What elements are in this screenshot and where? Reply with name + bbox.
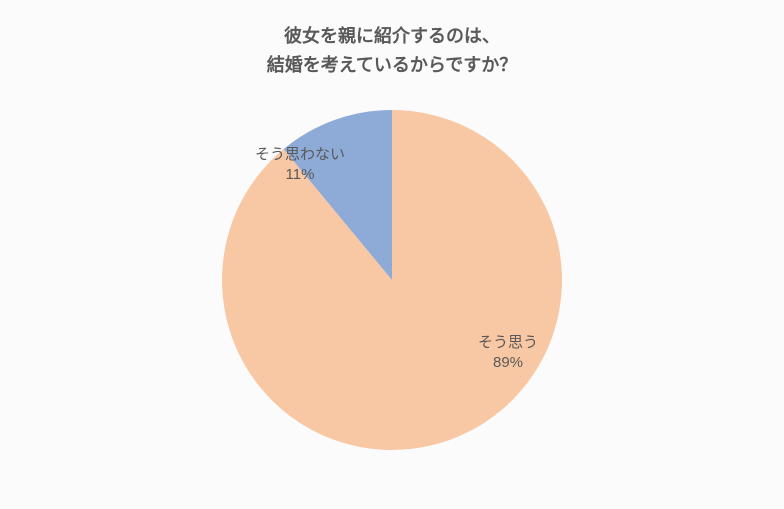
slice-label: そう思う89% <box>478 333 538 374</box>
slice-label: そう思わない11% <box>255 145 345 186</box>
slice-label-text: そう思う <box>478 333 538 353</box>
slice-label-text: そう思わない <box>255 145 345 165</box>
pie-chart: 彼女を親に紹介するのは、 結婚を考えているからですか？ そう思う89% そう思わな… <box>0 0 784 509</box>
chart-title-line2: 結婚を考えているからですか？ <box>0 51 784 80</box>
slice-label-value: 11% <box>255 165 345 185</box>
slice-label-value: 89% <box>478 353 538 373</box>
chart-title-line1: 彼女を親に紹介するのは、 <box>0 22 784 51</box>
chart-title: 彼女を親に紹介するのは、 結婚を考えているからですか？ <box>0 22 784 80</box>
